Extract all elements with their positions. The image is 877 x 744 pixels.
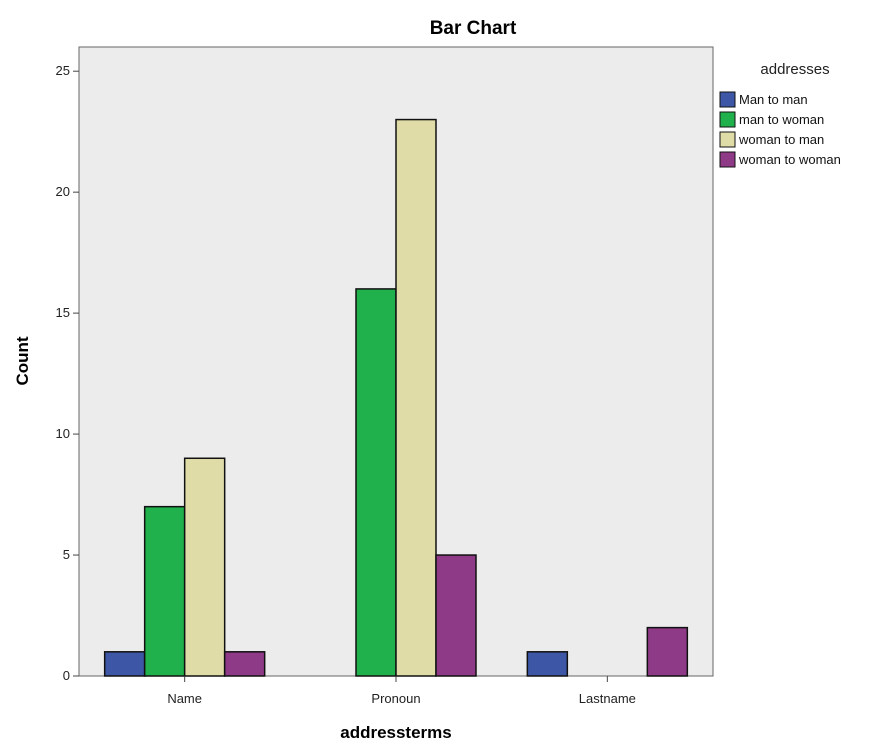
legend-label-woman-to-man: woman to man: [738, 132, 824, 147]
x-tick-label-name: Name: [167, 691, 202, 706]
y-tick-label: 20: [56, 184, 70, 199]
bar-pronoun-man-to-woman: [355, 288, 397, 677]
bar-name-man-to-man: [103, 651, 146, 677]
chart-title: Bar Chart: [430, 18, 517, 39]
bars-layer: [103, 118, 689, 677]
x-axis-title: addressterms: [340, 723, 452, 742]
y-tick-label: 15: [56, 305, 70, 320]
legend-swatch-woman-to-man: [719, 131, 736, 148]
bar-lastname-man-to-man: [526, 651, 569, 677]
y-tick-label: 25: [56, 63, 70, 78]
legend-swatch-woman-to-woman: [719, 151, 736, 168]
bar-pronoun-woman-to-woman: [435, 554, 477, 677]
y-tick-label: 0: [63, 668, 70, 683]
legend-label-man-to-man: Man to man: [739, 92, 808, 107]
y-tick-label: 5: [63, 547, 70, 562]
legend-label-woman-to-woman: woman to woman: [738, 152, 841, 167]
x-tick-label-lastname: Lastname: [579, 691, 636, 706]
x-tick-label-pronoun: Pronoun: [371, 691, 420, 706]
legend: addresses Man to man man to woman woman to…: [719, 61, 841, 168]
bar-name-man-to-woman: [143, 505, 186, 677]
legend-title: addresses: [760, 61, 829, 78]
bar-lastname-woman-to-woman: [646, 626, 689, 677]
y-axis-title: Count: [13, 336, 32, 385]
legend-swatch-man-to-man: [719, 91, 736, 108]
y-tick-label: 10: [56, 426, 70, 441]
x-axis: Name Pronoun Lastname: [167, 676, 636, 706]
y-axis: 0 5 10 15 20 25: [56, 63, 79, 683]
bar-name-woman-to-woman: [223, 651, 266, 677]
bar-pronoun-woman-to-man: [395, 118, 437, 677]
bar-name-woman-to-man: [183, 457, 226, 677]
legend-label-man-to-woman: man to woman: [739, 112, 824, 127]
legend-swatch-man-to-woman: [719, 111, 736, 128]
